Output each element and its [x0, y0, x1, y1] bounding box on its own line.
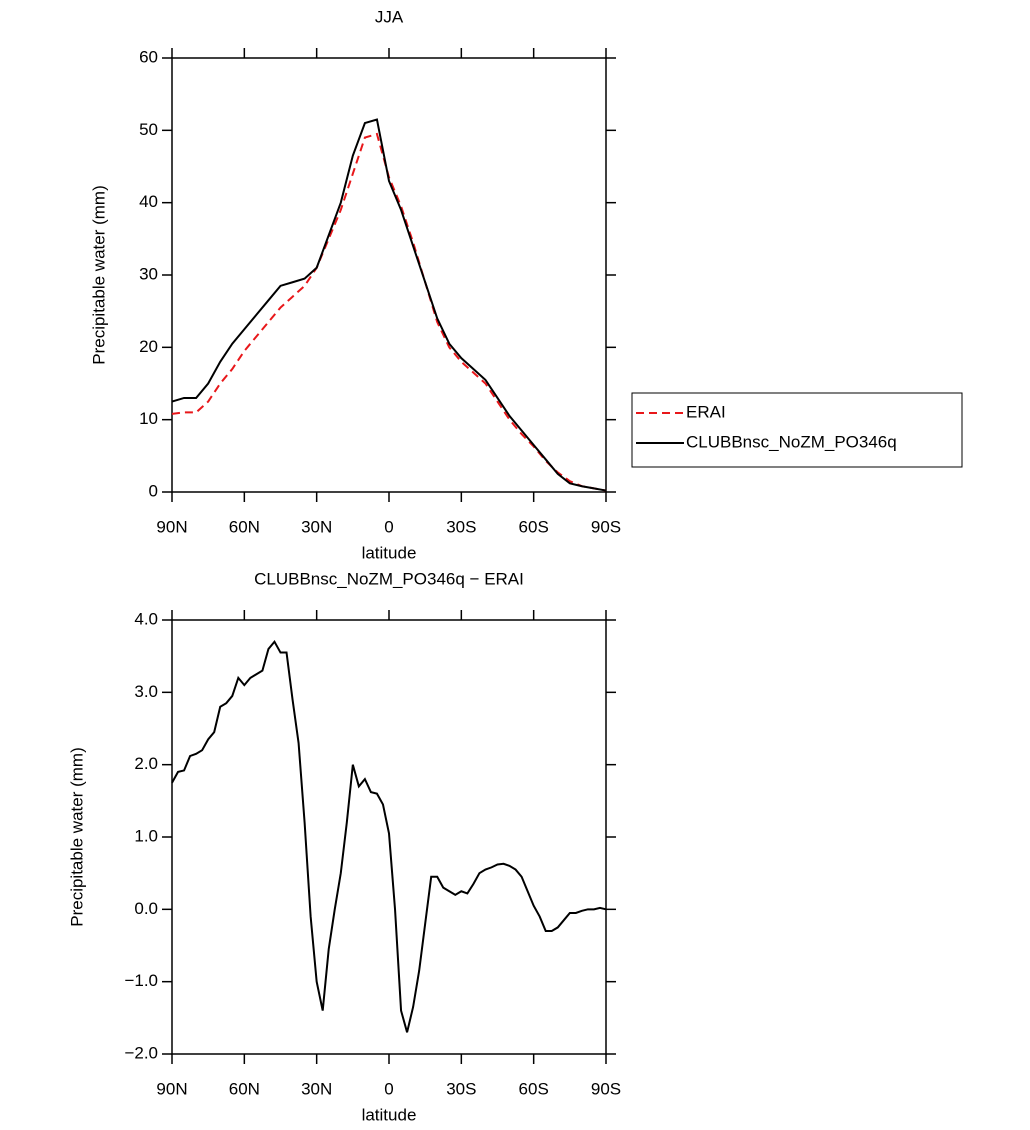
x-tick-label: 90N — [156, 517, 187, 536]
y-tick-label: 0.0 — [134, 899, 158, 918]
y-tick-label: 50 — [139, 120, 158, 139]
legend-label: ERAI — [686, 402, 726, 421]
x-axis-label: latitude — [362, 543, 417, 562]
x-tick-label: 30N — [301, 517, 332, 536]
x-tick-label: 60S — [519, 517, 549, 536]
x-tick-label: 60S — [519, 1079, 549, 1098]
y-tick-label: 3.0 — [134, 682, 158, 701]
x-tick-label: 60N — [229, 517, 260, 536]
data-line — [171, 118, 607, 492]
x-tick-label: 30S — [446, 517, 476, 536]
data-line — [171, 132, 607, 492]
chart-title: JJA — [375, 7, 404, 26]
y-axis-label: Precipitable water (mm) — [67, 747, 86, 927]
x-axis-label: latitude — [362, 1105, 417, 1124]
y-axis-label: Precipitable water (mm) — [89, 185, 108, 365]
x-tick-label: 60N — [229, 1079, 260, 1098]
y-tick-label: 60 — [139, 47, 158, 66]
x-tick-label: 30N — [301, 1079, 332, 1098]
chart-title: CLUBBnsc_NoZM_PO346q − ERAI — [254, 569, 524, 588]
legend-label: CLUBBnsc_NoZM_PO346q — [686, 432, 897, 451]
plot-frame — [171, 619, 607, 1055]
x-tick-label: 0 — [384, 1079, 393, 1098]
y-tick-label: 4.0 — [134, 609, 158, 628]
x-tick-label: 0 — [384, 517, 393, 536]
plot-frame — [171, 57, 607, 493]
y-tick-label: −2.0 — [124, 1043, 158, 1062]
y-tick-label: 2.0 — [134, 754, 158, 773]
y-tick-label: 30 — [139, 264, 158, 283]
x-tick-label: 30S — [446, 1079, 476, 1098]
x-tick-label: 90S — [591, 1079, 621, 1098]
legend-box — [631, 392, 963, 468]
x-tick-label: 90N — [156, 1079, 187, 1098]
data-line — [171, 639, 607, 1033]
y-tick-label: 1.0 — [134, 826, 158, 845]
y-tick-label: −1.0 — [124, 971, 158, 990]
x-tick-label: 90S — [591, 517, 621, 536]
y-tick-label: 10 — [139, 409, 158, 428]
y-tick-label: 20 — [139, 337, 158, 356]
y-tick-label: 40 — [139, 192, 158, 211]
y-tick-label: 0 — [149, 481, 158, 500]
